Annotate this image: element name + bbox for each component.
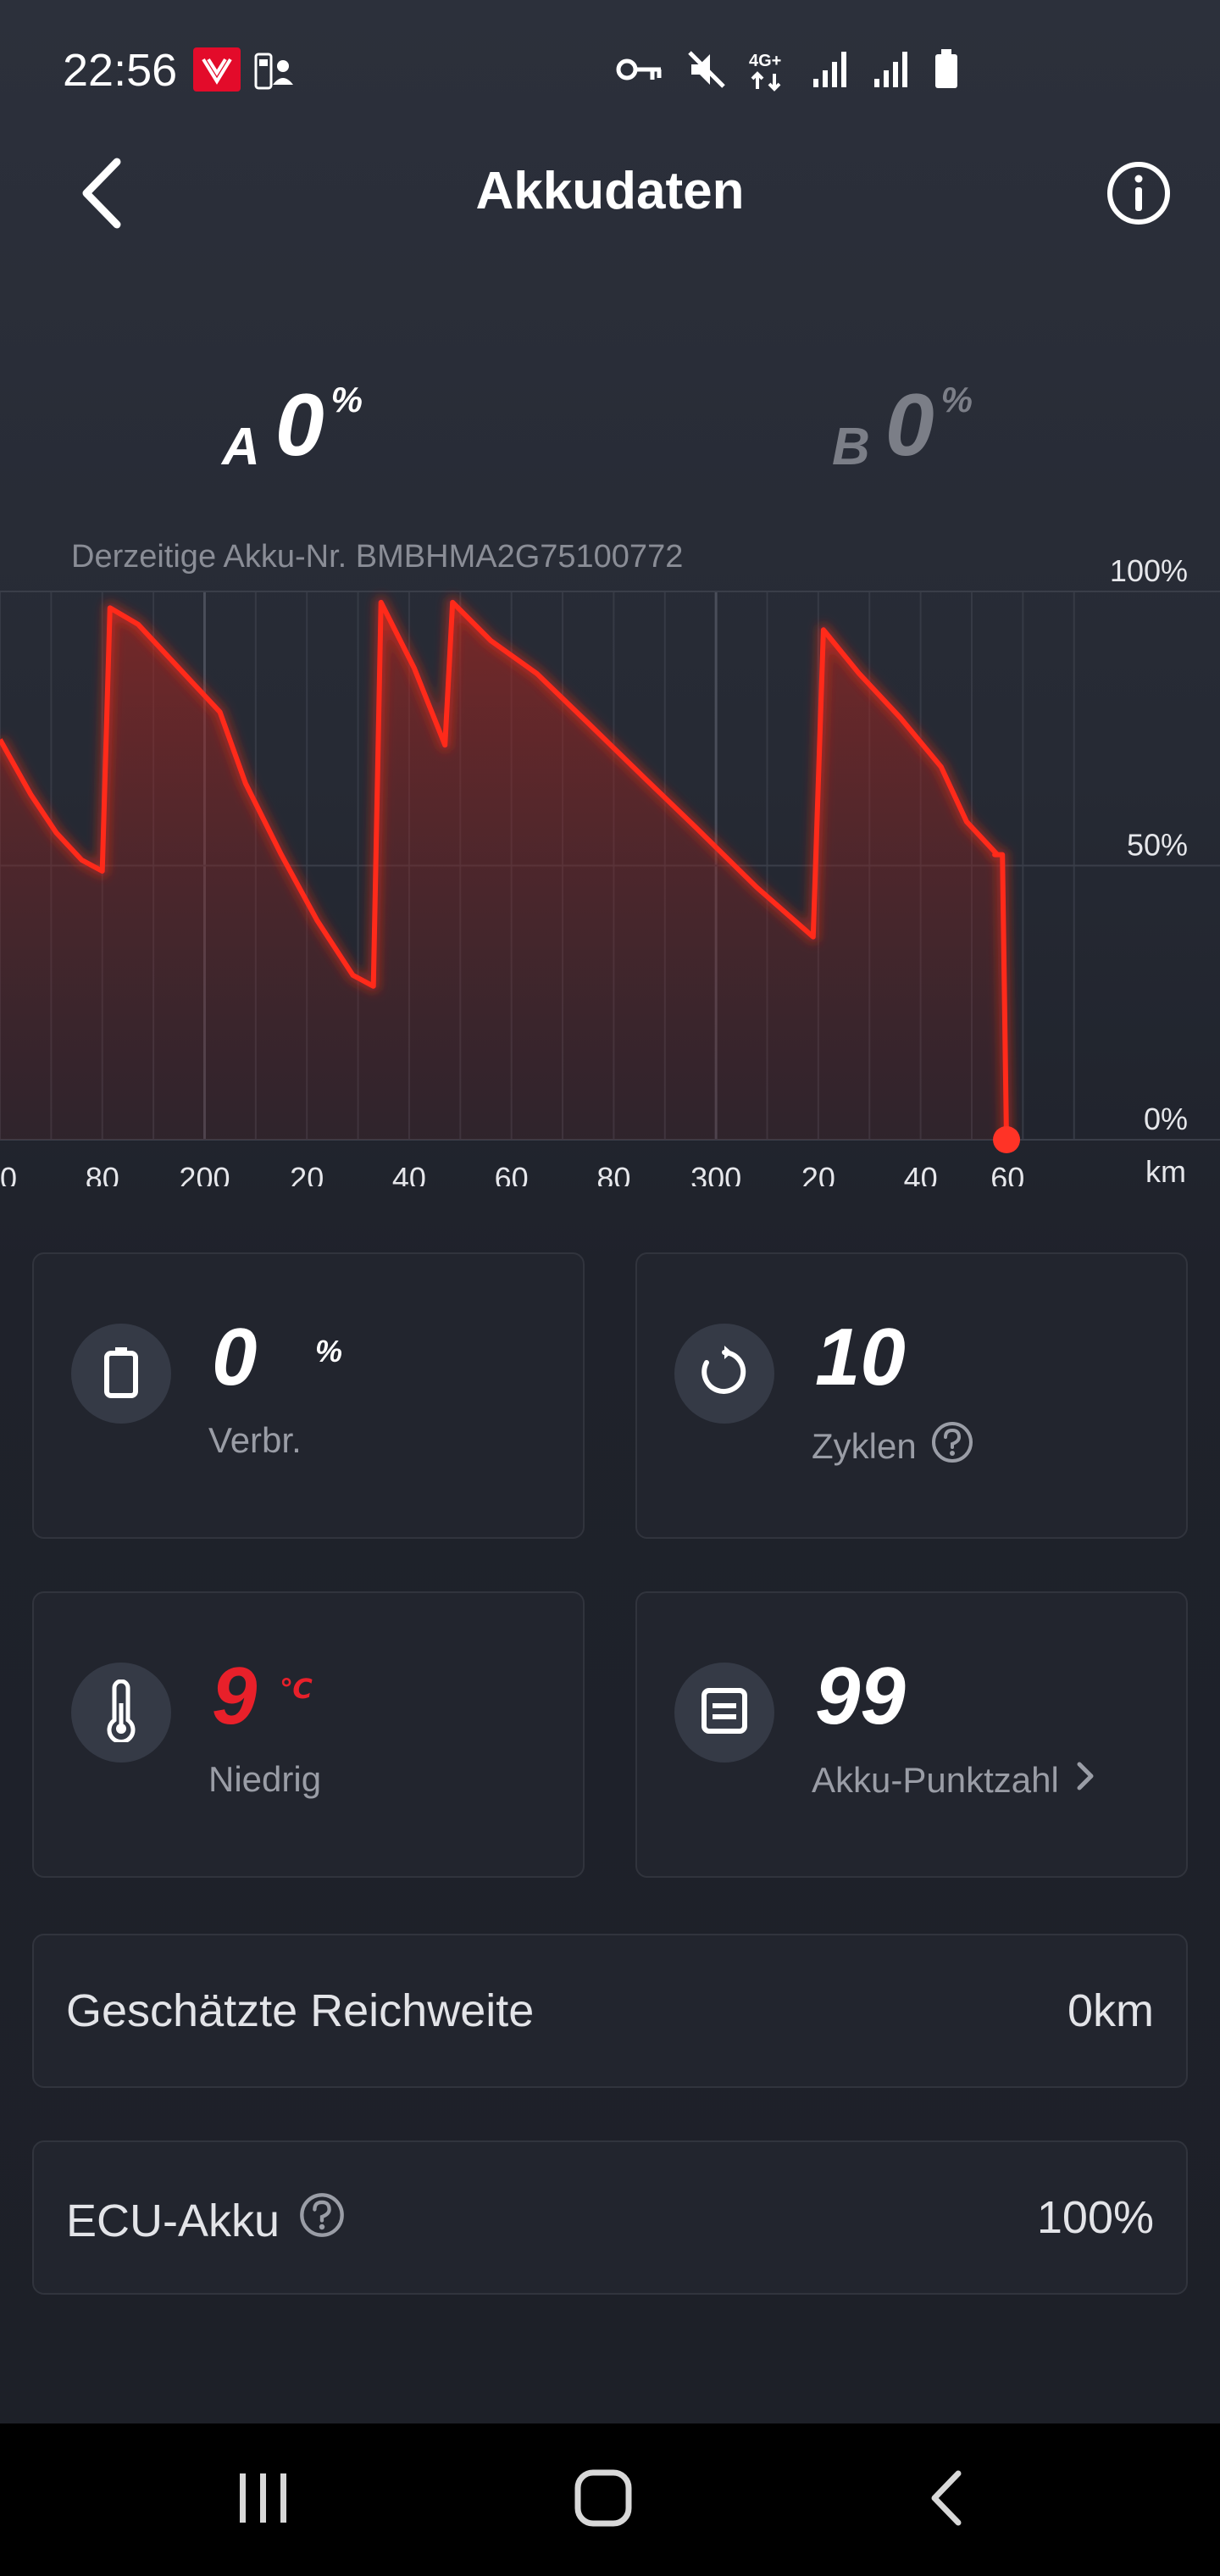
chart-x-tick-label: 80 xyxy=(596,1161,630,1186)
temperature-unit: ℃ xyxy=(280,1674,313,1704)
chart-y-tick-label: 50% xyxy=(1127,828,1188,863)
temperature-icon-circle xyxy=(71,1663,171,1763)
vpn-key-icon xyxy=(615,53,664,91)
chart-x-tick-label: 40 xyxy=(904,1161,938,1186)
score-card[interactable]: 99 Akku-Punktzahl xyxy=(635,1591,1188,1878)
battery-number-label: Derzeitige Akku-Nr. BMBHMA2G75100772 xyxy=(71,539,684,575)
mute-icon xyxy=(686,49,727,94)
system-back-button[interactable] xyxy=(896,2457,998,2542)
status-time: 22:56 xyxy=(63,45,178,96)
chart-x-tick-label: 20 xyxy=(801,1161,835,1186)
battery-a-level: A 0 % xyxy=(222,376,363,477)
chart-x-tick-label: 200 xyxy=(179,1161,230,1186)
range-value: 0km xyxy=(1067,1985,1154,2036)
question-circle-icon[interactable] xyxy=(298,2191,346,2250)
chart-x-tick-label: 80 xyxy=(86,1161,119,1186)
temperature-card: 9 ℃ Niedrig xyxy=(32,1591,585,1878)
header: Akkudaten xyxy=(0,136,1220,254)
ecu-value: 100% xyxy=(1036,2192,1154,2243)
chart-x-unit: km xyxy=(1145,1154,1186,1186)
info-icon xyxy=(1106,160,1172,230)
status-bar: 22:56 4G+ xyxy=(0,0,1220,136)
battery-levels: A 0 % B 0 % xyxy=(0,356,1220,491)
network-label: 4G+ xyxy=(749,51,782,70)
temperature-label: Niedrig xyxy=(208,1759,321,1800)
chart-x-tick-label: 60 xyxy=(990,1161,1024,1186)
document-icon xyxy=(700,1686,749,1740)
recent-apps-button[interactable] xyxy=(212,2457,313,2542)
score-icon-circle xyxy=(674,1663,774,1763)
chart-line xyxy=(0,599,1009,1141)
battery-a-unit: % xyxy=(330,380,363,419)
consumption-card: 0 % Verbr. xyxy=(32,1252,585,1539)
recent-apps-icon xyxy=(233,2468,292,2532)
battery-chart[interactable]: 100% 50% 0% 0 80 200 20 40 60 80 300 20 40 60 km Derze… xyxy=(0,525,1220,1186)
signal-icon xyxy=(812,50,851,93)
cycles-label: Zyklen xyxy=(812,1420,974,1473)
info-button[interactable] xyxy=(1096,153,1181,237)
chart-x-tick-label: 300 xyxy=(690,1161,741,1186)
chart-end-marker xyxy=(993,1126,1021,1153)
score-label-text: Akku-Punktzahl xyxy=(812,1760,1059,1800)
cycles-icon-circle xyxy=(674,1324,774,1424)
chevron-left-icon xyxy=(76,155,127,236)
ecu-row: ECU-Akku 100% xyxy=(32,2140,1188,2295)
back-button[interactable] xyxy=(59,153,144,237)
battery-icon xyxy=(934,49,959,94)
signal-icon xyxy=(873,50,912,93)
battery-a-letter: A xyxy=(222,418,260,476)
temperature-label-text: Niedrig xyxy=(208,1759,322,1799)
battery-b-letter: B xyxy=(832,418,870,476)
battery-a-value: 0 xyxy=(274,376,324,475)
consumption-label-text: Verbr. xyxy=(208,1420,302,1460)
refresh-icon xyxy=(698,1345,751,1402)
chart-svg: 100% 50% 0% 0 80 200 20 40 60 80 300 20 40 60 km xyxy=(0,553,1220,1186)
network-4g-icon: 4G+ xyxy=(749,52,790,92)
home-button[interactable] xyxy=(552,2457,654,2542)
chart-x-tick-label: 60 xyxy=(495,1161,529,1186)
question-circle-icon[interactable] xyxy=(930,1420,974,1473)
consumption-icon-circle xyxy=(71,1324,171,1424)
cycles-value: 10 xyxy=(815,1312,906,1402)
range-row: Geschätzte Reichweite 0km xyxy=(32,1934,1188,2088)
chart-x-tick-label: 40 xyxy=(392,1161,426,1186)
page-title: Akkudaten xyxy=(475,162,745,220)
consumption-label: Verbr. xyxy=(208,1420,302,1461)
system-nav-bar xyxy=(0,2423,1220,2576)
battery-icon xyxy=(103,1346,140,1402)
consumption-value: 0 xyxy=(212,1312,258,1402)
battery-b-level: B 0 % xyxy=(832,376,973,477)
battery-b-unit: % xyxy=(940,380,973,419)
ecu-label: ECU-Akku xyxy=(66,2191,346,2250)
chart-x-tick-label: 20 xyxy=(290,1161,324,1186)
status-left-icons xyxy=(193,47,297,96)
back-icon xyxy=(926,2468,968,2532)
chart-y-tick-label: 0% xyxy=(1144,1102,1188,1136)
battery-b-value: 0 xyxy=(884,376,934,475)
consumption-unit: % xyxy=(315,1334,343,1368)
cycles-card: 10 Zyklen xyxy=(635,1252,1188,1539)
temperature-value: 9 xyxy=(212,1651,258,1741)
chart-x-tick-label: 0 xyxy=(0,1161,17,1186)
chart-y-tick-label: 100% xyxy=(1110,553,1188,588)
chevron-right-icon xyxy=(1073,1759,1098,1802)
score-value: 99 xyxy=(815,1651,906,1741)
thermometer-icon xyxy=(102,1679,141,1746)
ecu-label-text: ECU-Akku xyxy=(66,2195,280,2246)
cycles-label-text: Zyklen xyxy=(812,1426,917,1466)
notification-app-icon xyxy=(193,47,241,96)
status-right-icons: 4G+ xyxy=(615,49,959,94)
home-icon xyxy=(574,2468,633,2532)
range-label: Geschätzte Reichweite xyxy=(66,1985,535,2036)
chart-area xyxy=(0,602,1006,1140)
sim-contact-icon xyxy=(252,47,297,96)
score-label: Akku-Punktzahl xyxy=(812,1759,1098,1802)
